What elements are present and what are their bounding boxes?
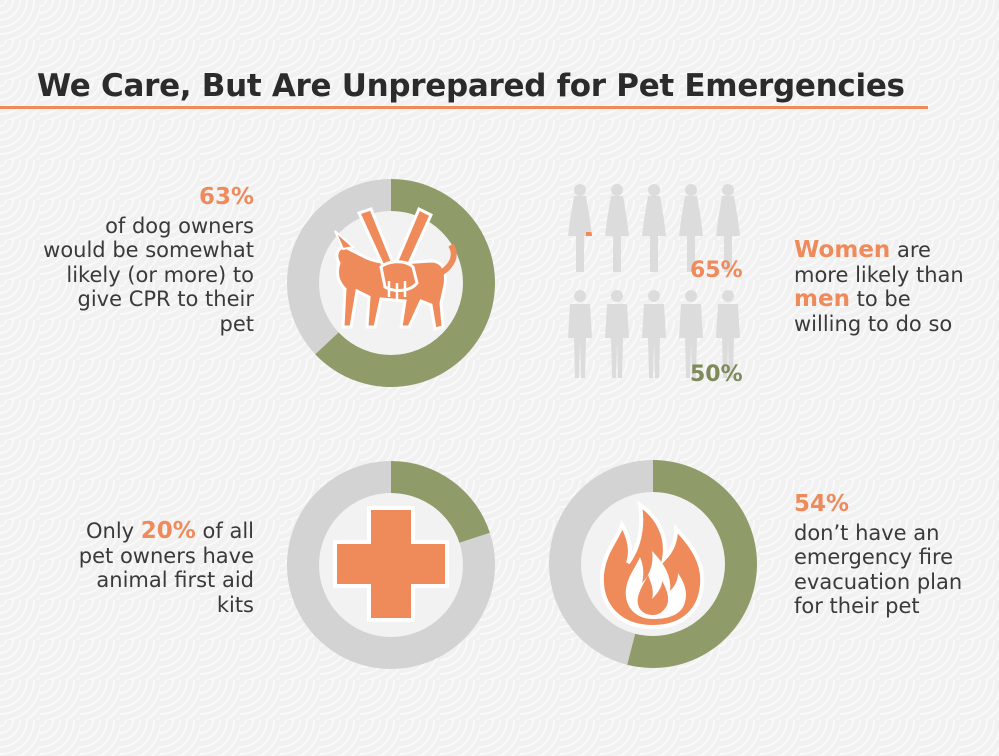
cpr-stat: 63% of dog owners would be somewhat like…	[40, 185, 254, 336]
woman-figure-empty	[605, 184, 629, 272]
women-label: Women	[794, 237, 891, 263]
gender-text-1: are more likely than	[794, 238, 964, 287]
man-figure-empty	[716, 290, 740, 378]
firstaid-description: of all pet owners have animal first aid …	[78, 519, 254, 617]
man-figure-empty	[605, 290, 629, 378]
page-title: We Care, But Are Unprepared for Pet Emer…	[37, 68, 905, 104]
cpr-donut-chart	[287, 179, 495, 387]
firstaid-prefix: Only	[85, 519, 135, 543]
women-percent: 65%	[690, 258, 743, 283]
medical-cross-icon	[333, 506, 449, 622]
gender-pictograph	[568, 184, 740, 378]
man-figure-empty	[679, 290, 703, 378]
cpr-description: of dog owners would be somewhat likely (…	[43, 213, 254, 336]
fire-donut-chart	[549, 460, 757, 668]
woman-figure-empty	[642, 184, 666, 272]
woman-figure-empty	[679, 184, 703, 272]
gender-text-2: to be willing to do so	[794, 287, 953, 336]
fire-icon	[599, 500, 705, 630]
firstaid-percent: 20%	[140, 518, 196, 544]
fire-percent: 54%	[794, 491, 850, 517]
men-percent: 50%	[690, 362, 743, 387]
title-underline	[0, 106, 928, 109]
man-figure-empty	[568, 290, 592, 378]
firstaid-donut-chart	[287, 461, 495, 669]
woman-figure-filled	[586, 232, 592, 236]
fire-description: don’t have an emergency fire evacuation …	[794, 520, 963, 619]
gender-stat: Women are more likely than men to be wil…	[794, 238, 984, 336]
woman-figure-empty	[568, 184, 592, 272]
firstaid-stat: Only 20% of all pet owners have animal f…	[60, 519, 254, 617]
woman-figure-empty	[716, 184, 740, 272]
cpr-percent: 63%	[198, 184, 254, 210]
man-figure-empty	[642, 290, 666, 378]
dog-cpr-icon	[334, 206, 457, 331]
fire-stat: 54% don’t have an emergency fire evacuat…	[794, 492, 984, 619]
men-label: men	[794, 286, 850, 312]
